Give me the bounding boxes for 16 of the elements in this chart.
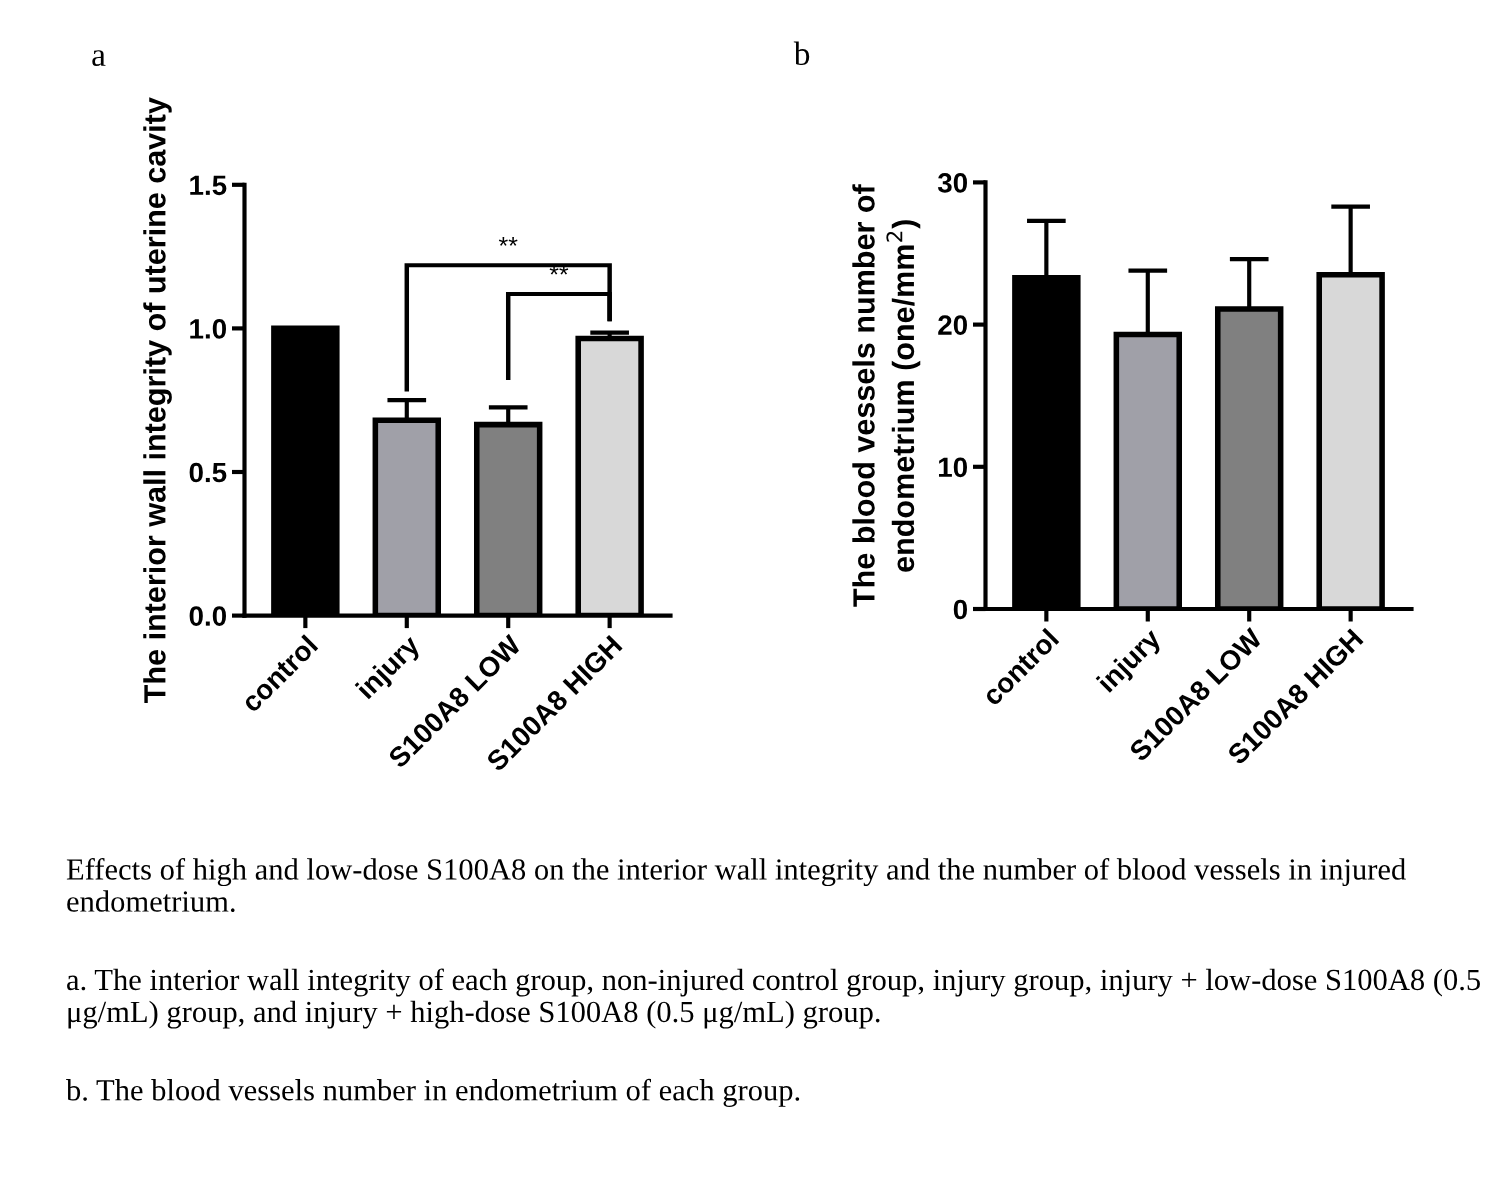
y-axis-title: The interior wall integrity of uterine cavity: [143, 97, 172, 703]
y-tick-label: 20: [938, 315, 967, 335]
y-tick-label: 10: [938, 457, 967, 478]
y-tick-label: 0.0: [189, 606, 226, 626]
y-tick-label: 1.5: [190, 175, 227, 196]
chart-title: b: [793, 41, 810, 66]
y-tick-label: 0: [953, 599, 967, 620]
chart-title: a: [92, 50, 106, 67]
y-tick-label: 30: [937, 173, 967, 193]
annotation: **: [498, 237, 518, 246]
y-tick-label: 0.5: [189, 462, 227, 483]
text: Effects of high and low-dose S100A8 on the interior wall integrity and the number of blood vessels in injured endometrium.: [66, 858, 1406, 912]
y-tick-label: 1.0: [190, 319, 226, 339]
y-axis-title: The blood vessels number of endometrium (one/mm$^{2}$): [852, 184, 921, 607]
text: a. The interior wall integrity of each group, non-injured control group, injury group, injury + low-dose S100A8 (0.5 μg/mL) group, and injury + high-dose S100A8 (0.5 μg/mL) group.: [67, 968, 1480, 1029]
text: b. The blood vessels number in endometrium of each group.: [66, 1078, 800, 1107]
